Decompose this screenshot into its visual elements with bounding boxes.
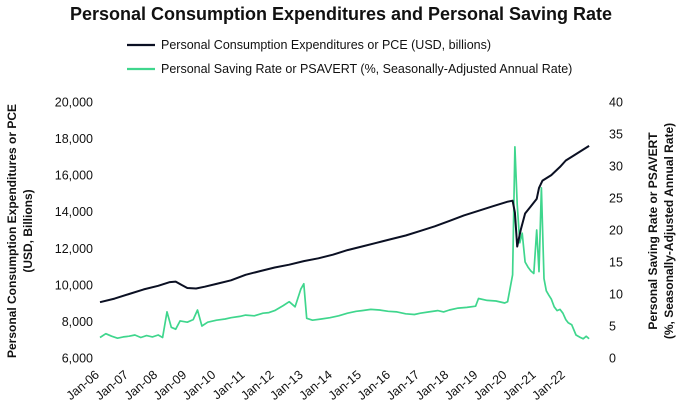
right-y-axis: 0 5 10 15 20 25 30 35 40 — [609, 96, 623, 366]
left-y-tick-label: 14,000 — [55, 205, 93, 219]
right-y-tick-label: 35 — [609, 128, 623, 142]
right-y-tick-label: 15 — [609, 256, 623, 270]
left-y-tick-label: 16,000 — [55, 169, 93, 183]
left-y-tick-label: 20,000 — [55, 96, 93, 110]
legend-label-psavert: Personal Saving Rate or PSAVERT (%, Seas… — [161, 62, 572, 76]
right-y-tick-label: 40 — [609, 96, 623, 110]
right-y-tick-label: 0 — [609, 352, 616, 366]
right-y-tick-label: 30 — [609, 160, 623, 174]
left-y-tick-label: 18,000 — [55, 132, 93, 146]
right-y-tick-label: 10 — [609, 288, 623, 302]
x-axis: Jan-06Jan-07Jan-08Jan-09Jan-10Jan-11Jan-… — [64, 368, 568, 403]
right-axis-title-line1: Personal Saving Rate or PSAVERT — [646, 132, 660, 330]
left-y-tick-label: 6,000 — [62, 352, 93, 366]
legend: Personal Consumption Expenditures or PCE… — [127, 38, 572, 76]
left-y-axis: 6,000 8,000 10,000 12,000 14,000 16,000 18,000… — [55, 96, 93, 366]
left-y-tick-label: 8,000 — [62, 315, 93, 329]
legend-label-pce: Personal Consumption Expenditures or PCE… — [161, 38, 491, 52]
chart-title: Personal Consumption Expenditures and Pe… — [70, 4, 612, 24]
right-y-tick-label: 5 — [609, 320, 616, 334]
right-y-tick-label: 25 — [609, 192, 623, 206]
left-y-tick-label: 10,000 — [55, 278, 93, 292]
left-axis-title-line1: Personal Consumption Expenditures or PCE — [5, 104, 19, 358]
left-y-tick-label: 12,000 — [55, 242, 93, 256]
psavert-line — [99, 145, 590, 340]
x-tick-label: Jan-22 — [529, 368, 567, 403]
left-axis-title-line2: (USD, Billions) — [21, 189, 35, 272]
right-axis-title-line2: (%, Seasonally-Adjusted Annual Rate) — [662, 123, 676, 339]
pce-line — [99, 145, 590, 304]
x-tick-label: Jan-10 — [180, 368, 218, 403]
right-y-tick-label: 20 — [609, 224, 623, 238]
